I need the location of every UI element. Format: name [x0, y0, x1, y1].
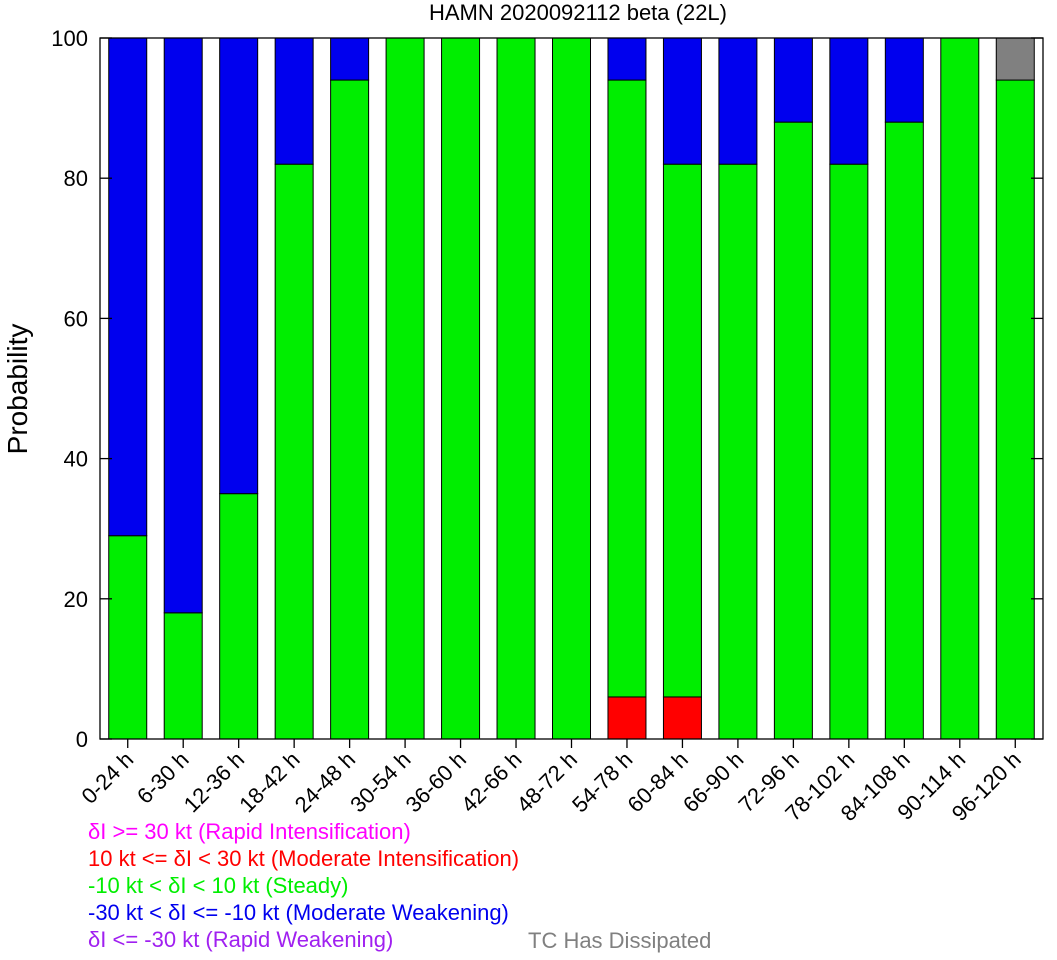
- bar-moderate_weakening-9: [607, 37, 647, 81]
- x-tick-label: 0-24 h: [76, 747, 138, 809]
- bar-steady-0: [108, 535, 148, 740]
- bar-dissipated-16: [995, 37, 1035, 81]
- bar-moderate_weakening-10: [662, 37, 702, 165]
- bar-moderate_intensification-10: [662, 696, 702, 740]
- legend-tc-dissipated: TC Has Dissipated: [528, 928, 712, 953]
- bar-steady-1: [163, 612, 203, 740]
- legend-rapid-intensification: δI >= 30 kt (Rapid Intensification): [88, 819, 411, 844]
- x-tick-label: 42-66 h: [456, 747, 526, 817]
- bar-moderate_weakening-11: [718, 37, 758, 165]
- bar-moderate_weakening-0: [108, 37, 148, 537]
- bar-moderate_weakening-1: [163, 37, 203, 614]
- bar-steady-10: [662, 163, 702, 698]
- legend: δI >= 30 kt (Rapid Intensification) 10 k…: [88, 818, 519, 953]
- bar-moderate_weakening-3: [274, 37, 314, 165]
- bar-steady-16: [995, 79, 1035, 740]
- y-tick-label: 60: [64, 306, 88, 331]
- bar-moderate_weakening-14: [884, 37, 924, 123]
- x-tick-label: 18-42 h: [234, 747, 304, 817]
- x-tick-label: 36-60 h: [401, 747, 471, 817]
- bar-steady-6: [441, 37, 481, 740]
- bar-moderate_intensification-9: [607, 696, 647, 740]
- bar-steady-2: [219, 493, 259, 740]
- bar-steady-14: [884, 121, 924, 740]
- x-tick-label: 54-78 h: [567, 747, 637, 817]
- bar-moderate_weakening-12: [773, 37, 813, 123]
- bar-steady-8: [552, 37, 591, 740]
- x-tick-label: 30-54 h: [345, 747, 415, 817]
- y-tick-label: 20: [64, 587, 88, 612]
- bars-group: [108, 37, 1035, 740]
- legend-moderate-weakening: -30 kt < δI <= -10 kt (Moderate Weakenin…: [88, 900, 509, 925]
- bar-steady-9: [607, 79, 647, 698]
- bar-steady-15: [940, 37, 980, 740]
- x-tick-label: 24-48 h: [290, 747, 360, 817]
- bar-moderate_weakening-13: [829, 37, 869, 165]
- x-tick-label: 66-90 h: [678, 747, 748, 817]
- bar-steady-7: [496, 37, 536, 740]
- bar-steady-4: [330, 79, 370, 740]
- legend-moderate-intensification: 10 kt <= δI < 30 kt (Moderate Intensific…: [88, 846, 520, 871]
- legend-steady: -10 kt < δI < 10 kt (Steady): [88, 873, 349, 898]
- y-tick-label: 100: [51, 26, 88, 51]
- y-tick-label: 40: [64, 447, 88, 472]
- bar-steady-12: [773, 121, 813, 740]
- chart-title: HAMN 2020092112 beta (22L): [429, 0, 727, 25]
- x-tick-label: 12-36 h: [179, 747, 249, 817]
- legend-rapid-weakening: δI <= -30 kt (Rapid Weakening): [88, 927, 394, 952]
- x-tick-label: 60-84 h: [623, 747, 693, 817]
- bar-steady-3: [274, 163, 314, 740]
- bar-moderate_weakening-4: [330, 37, 370, 81]
- y-tick-label: 0: [76, 727, 88, 752]
- bar-moderate_weakening-2: [219, 37, 259, 495]
- bar-steady-13: [829, 163, 869, 740]
- bar-steady-5: [385, 37, 425, 740]
- y-axis-label: Probability: [2, 324, 33, 455]
- bar-steady-11: [718, 163, 758, 740]
- x-tick-label: 48-72 h: [512, 747, 582, 817]
- y-tick-label: 80: [64, 166, 88, 191]
